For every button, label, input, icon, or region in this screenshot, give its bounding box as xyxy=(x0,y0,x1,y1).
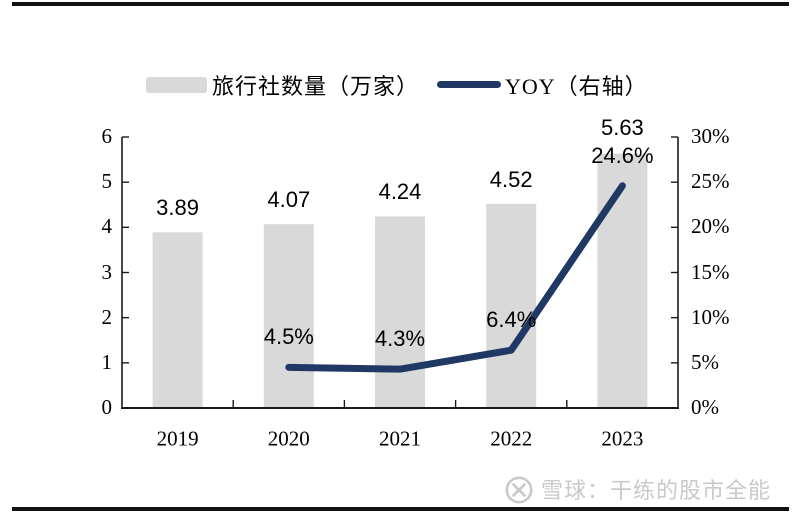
left-axis-label: 0 xyxy=(101,395,113,419)
bar-value-label: 4.07 xyxy=(267,187,311,213)
legend-bar-swatch-icon xyxy=(146,77,207,93)
bar-2023 xyxy=(597,153,648,408)
watermark-text: 雪球：干练的股市全能 xyxy=(541,478,772,503)
right-axis-label: 30% xyxy=(691,124,730,148)
xueqiu-logo-icon xyxy=(505,476,533,504)
bar-2019 xyxy=(152,232,203,408)
bar-2021 xyxy=(375,216,425,408)
right-axis-label: 20% xyxy=(691,214,730,239)
x-axis-label: 2023 xyxy=(601,426,644,451)
left-axis-label: 5 xyxy=(101,169,113,194)
bar-value-label: 4.24 xyxy=(378,179,422,205)
right-axis-label: 25% xyxy=(691,169,730,194)
left-axis-label: 6 xyxy=(101,124,113,148)
x-axis-label: 2021 xyxy=(379,426,421,451)
legend-line-label: YOY（右轴） xyxy=(505,74,648,99)
bar-value-label: 3.89 xyxy=(156,195,200,221)
left-axis-label: 4 xyxy=(101,214,113,239)
bottom-rule xyxy=(12,507,789,511)
left-axis-label: 1 xyxy=(101,349,113,374)
right-axis-label: 0% xyxy=(691,395,719,419)
top-rule xyxy=(12,2,789,6)
right-axis-label: 15% xyxy=(691,259,730,284)
line-value-label: 24.6% xyxy=(591,142,654,168)
x-axis-label: 2020 xyxy=(267,426,310,451)
bar-2020 xyxy=(263,224,314,408)
line-value-label: 6.4% xyxy=(486,307,537,333)
x-axis-label: 2019 xyxy=(156,426,199,451)
right-axis-label: 10% xyxy=(691,304,730,329)
right-axis-label: 5% xyxy=(691,349,719,374)
x-axis-label: 2022 xyxy=(490,426,533,451)
left-axis-label: 3 xyxy=(101,259,113,284)
legend-bar-label: 旅行社数量（万家） xyxy=(212,74,420,99)
bar-value-label: 5.63 xyxy=(600,114,644,140)
bar-2022 xyxy=(486,203,537,408)
left-axis-label: 2 xyxy=(101,304,113,329)
legend-line-swatch-icon xyxy=(437,81,501,88)
line-value-label: 4.3% xyxy=(374,326,426,352)
yoy-line xyxy=(285,182,626,373)
line-value-label: 4.5% xyxy=(263,324,314,350)
bar-value-label: 4.52 xyxy=(489,166,533,192)
